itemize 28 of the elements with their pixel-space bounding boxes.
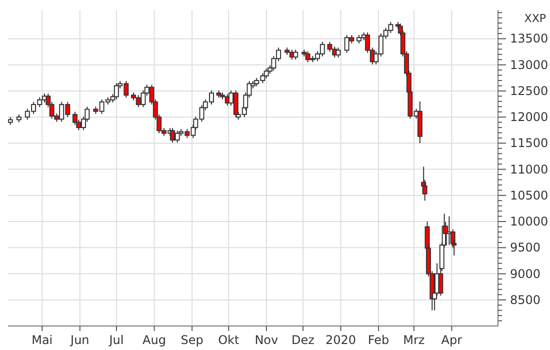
x-tick-label: Feb bbox=[368, 333, 390, 347]
x-tick-label: Jul bbox=[108, 333, 124, 347]
x-tick-label: Nov bbox=[254, 333, 278, 347]
y-tick-label: 9000 bbox=[510, 266, 541, 281]
x-tick-label: Mrz bbox=[403, 333, 425, 347]
y-tick-label: 13000 bbox=[510, 58, 548, 72]
text: XXP bbox=[524, 12, 546, 25]
x-tick-label: Aug bbox=[142, 333, 166, 347]
y-tick-label: 12500 bbox=[510, 84, 548, 98]
y-tick-label: 11000 bbox=[510, 162, 548, 176]
candlestick bbox=[114, 82, 119, 100]
y-tick-label: 12000 bbox=[510, 110, 548, 124]
x-tick-label: Apr bbox=[441, 333, 462, 347]
y-tick-label: 10000 bbox=[510, 214, 548, 229]
y-tick-label: 11500 bbox=[510, 136, 548, 150]
y-tick-label: 13500 bbox=[510, 32, 548, 46]
x-tick-label: Okt bbox=[218, 333, 240, 347]
candlestick bbox=[264, 68, 269, 79]
y-tick-label: 10500 bbox=[510, 188, 548, 202]
x-tick-label: Sep bbox=[180, 333, 204, 347]
x-tick-label: Mai bbox=[32, 333, 53, 347]
candlestick bbox=[336, 47, 341, 58]
x-tick-label: 2020 bbox=[325, 333, 356, 347]
y-tick-label: 8500 bbox=[510, 292, 541, 307]
x-tick-label: Jun bbox=[70, 333, 90, 347]
candlestick bbox=[293, 49, 298, 60]
y-tick-label: 9500 bbox=[510, 240, 541, 255]
x-tick-label: Dez bbox=[292, 333, 314, 347]
